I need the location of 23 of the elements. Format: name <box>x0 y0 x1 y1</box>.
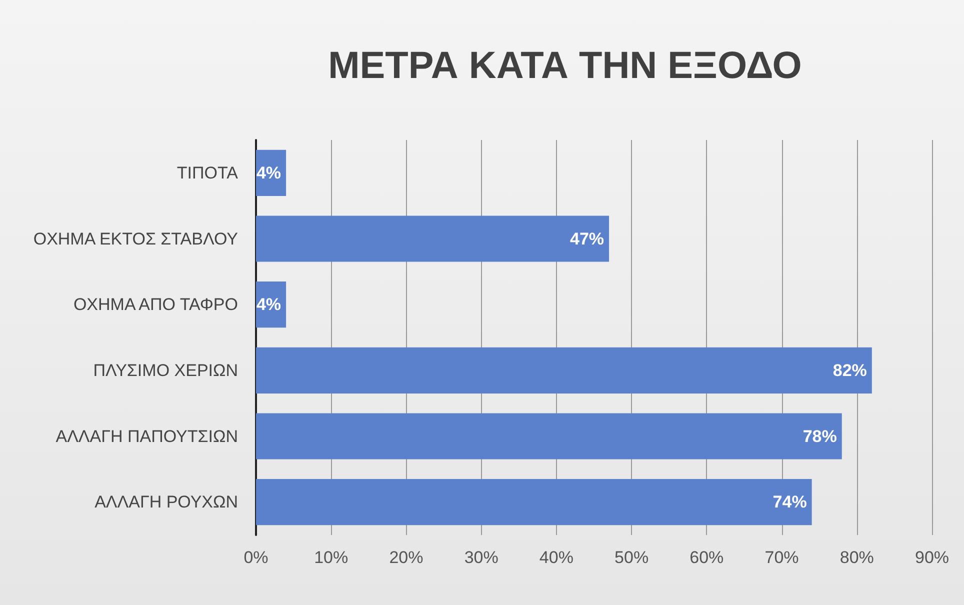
y-tick-label: ΤΙΠΟΤΑ <box>176 163 239 182</box>
y-tick-label: ΟΧΗΜΑ ΑΠΟ ΤΑΦΡΟ <box>73 295 238 314</box>
y-tick-label: ΟΧΗΜΑ ΕΚΤΟΣ ΣΤΑΒΛΟΥ <box>33 229 238 248</box>
x-tick-label: 40% <box>539 548 574 567</box>
data-label: 47% <box>570 229 604 248</box>
data-label: 82% <box>832 360 867 380</box>
data-label: 4% <box>256 163 282 182</box>
x-tick-label: 30% <box>464 548 498 567</box>
chart-title: ΜΕΤΡΑ ΚΑΤΑ ΤΗΝ ΕΞΟΔΟ <box>328 45 802 87</box>
y-tick-label: ΑΛΛΑΓΗ ΡΟΥΧΩΝ <box>94 492 238 512</box>
data-label: 4% <box>256 295 282 314</box>
data-label: 74% <box>772 492 807 512</box>
y-tick-label: ΠΛΥΣΙΜΟ ΧΕΡΙΩΝ <box>93 360 238 380</box>
x-tick-label: 20% <box>389 548 424 567</box>
x-tick-label: 70% <box>764 548 799 567</box>
x-tick-label: 60% <box>690 548 724 567</box>
data-label: 78% <box>802 426 837 446</box>
x-tick-label: 90% <box>914 548 950 567</box>
x-tick-label: 80% <box>840 548 874 567</box>
x-tick-label: 50% <box>614 548 649 567</box>
y-tick-label: ΑΛΛΑΓΗ ΠΑΠΟΥΤΣΙΩΝ <box>56 426 238 446</box>
x-tick-label: 10% <box>314 548 348 567</box>
x-tick-label: 0% <box>244 548 268 567</box>
